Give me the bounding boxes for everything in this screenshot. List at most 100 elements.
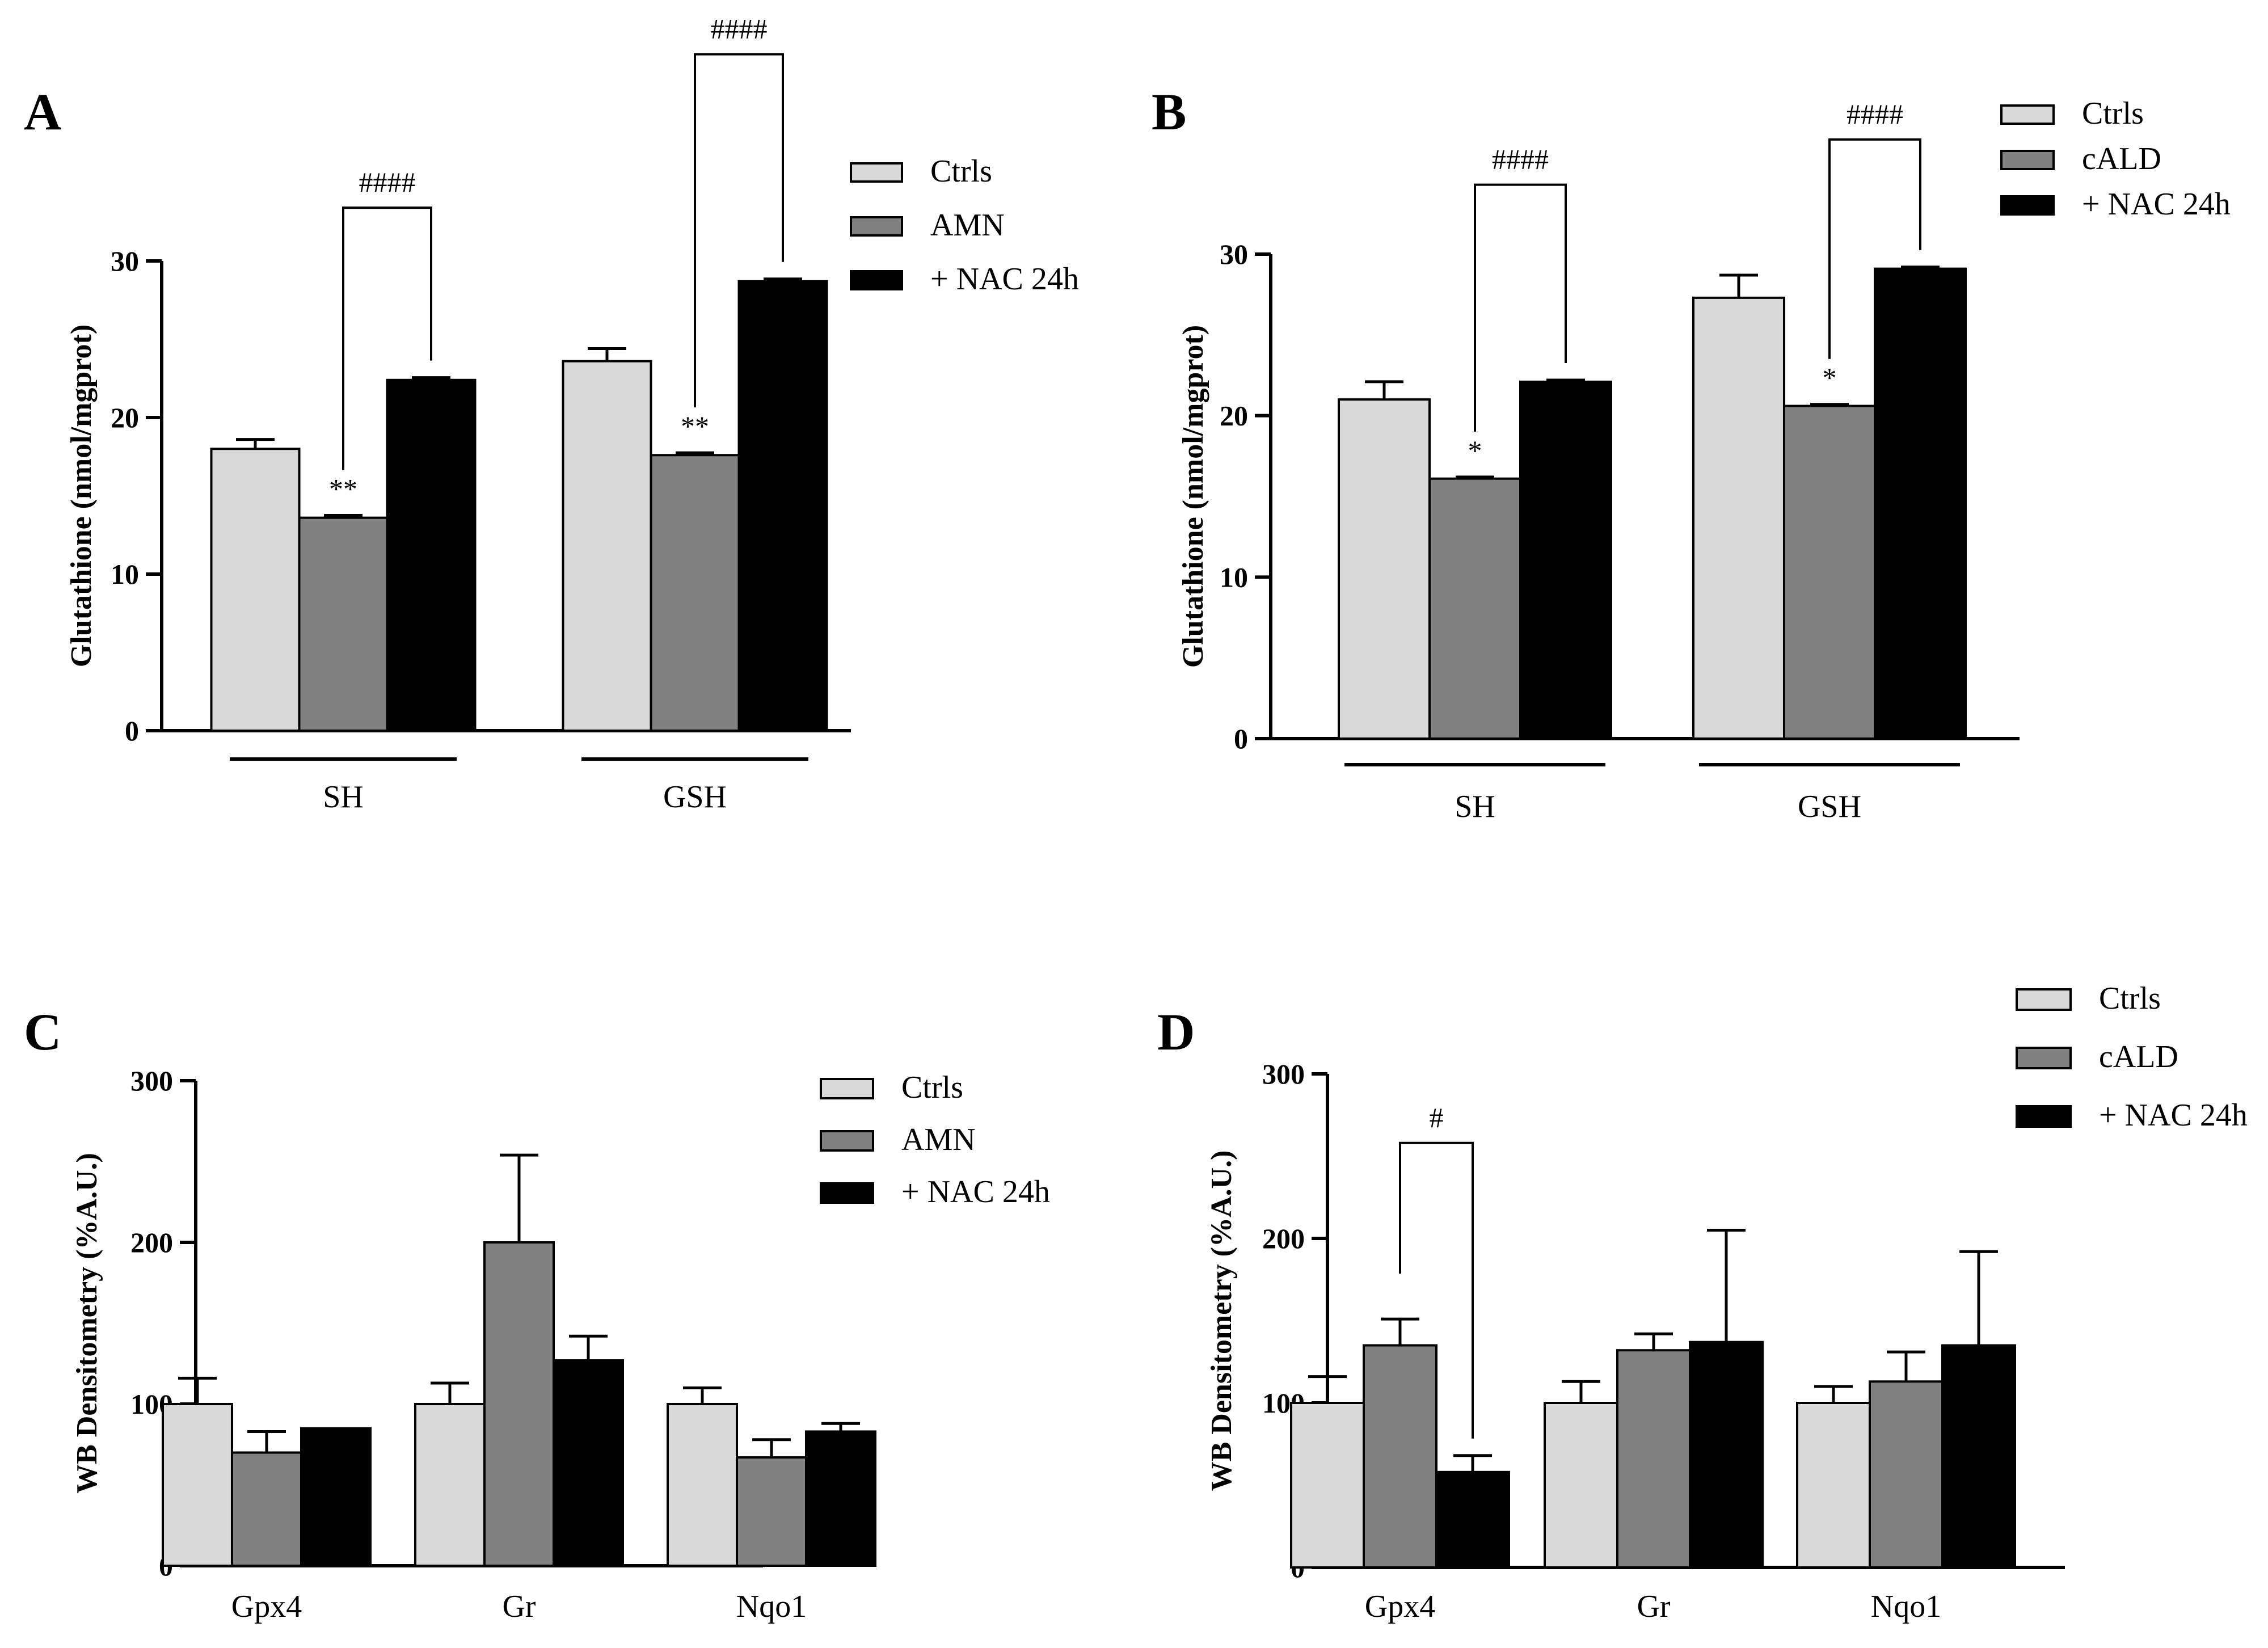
bar--nac-24h — [553, 1359, 624, 1567]
bar-ctrls — [414, 1403, 486, 1567]
legend-swatch — [2000, 195, 2055, 216]
bar--nac-24h — [1874, 267, 1967, 740]
significance-bracket — [342, 206, 432, 470]
x-category-label: Nqo1 — [1871, 1589, 1941, 1624]
x-category-label: Gpx4 — [1365, 1589, 1435, 1624]
significance-bracket — [1399, 1141, 1474, 1439]
bracket-label: #### — [359, 166, 416, 198]
panel-letter: C — [24, 1003, 61, 1061]
legend-swatch — [2000, 150, 2055, 170]
x-category-label: SH — [1455, 789, 1495, 824]
x-category-label: Nqo1 — [736, 1589, 807, 1624]
legend-swatch — [850, 162, 903, 183]
legend-label: + NAC 24h — [930, 262, 1079, 297]
bar-ctrls — [210, 448, 301, 732]
y-tick-label: 0 — [125, 715, 139, 747]
panel-letter: B — [1152, 83, 1186, 141]
y-tick-label: 300 — [1262, 1058, 1305, 1090]
y-tick-label: 10 — [111, 558, 139, 590]
y-axis-title: Glutathione (nmol/mgprot) — [1177, 325, 1209, 668]
legend-swatch — [850, 216, 903, 237]
legend-label: cALD — [2099, 1039, 2178, 1074]
bar--nac-24h — [737, 280, 828, 732]
legend-label: + NAC 24h — [901, 1174, 1050, 1209]
bar-ctrls — [1338, 398, 1431, 740]
legend-swatch — [2016, 1047, 2072, 1069]
bar-ctrls — [1290, 1402, 1365, 1569]
panel-letter: A — [24, 83, 61, 141]
bar-ctrls — [667, 1403, 738, 1567]
legend-swatch — [2016, 988, 2072, 1011]
bracket-label: #### — [711, 13, 768, 45]
bar-cald — [1363, 1344, 1437, 1569]
bar--nac-24h — [805, 1430, 876, 1567]
significance-star: ** — [329, 473, 357, 505]
panel-letter: D — [1157, 1003, 1195, 1061]
bar-ctrls — [1796, 1402, 1871, 1569]
bar-amn — [483, 1241, 555, 1567]
significance-bracket — [1474, 183, 1567, 432]
legend-label: Ctrls — [930, 154, 992, 189]
panel-A: A Glutathione (nmol/mgprot) 0 10 20 30 SH GSH **… — [24, 13, 1079, 815]
bar-ctrls — [1544, 1402, 1618, 1569]
x-category-label: Gr — [1637, 1589, 1670, 1624]
bar-cald — [1616, 1349, 1691, 1569]
y-axis-title: WB Densitometry (%A.U.) — [71, 1153, 103, 1494]
legend-swatch — [850, 270, 903, 290]
legend-label: AMN — [901, 1122, 976, 1157]
legend-label: + NAC 24h — [2099, 1098, 2248, 1133]
legend-label: Ctrls — [2099, 981, 2161, 1016]
significance-bracket — [1828, 138, 1921, 359]
y-tick-label: 200 — [1262, 1223, 1305, 1254]
x-category-label: Gpx4 — [231, 1589, 302, 1624]
y-tick-label: 10 — [1220, 561, 1248, 593]
bar--nac-24h — [1519, 380, 1612, 740]
x-category-label: SH — [323, 779, 364, 815]
x-category-label: Gr — [502, 1589, 536, 1624]
bar-amn — [736, 1456, 807, 1567]
bar-ctrls — [1692, 296, 1785, 740]
y-tick-label: 20 — [111, 402, 139, 433]
bar-cald — [1428, 477, 1521, 740]
y-tick-label: 30 — [111, 245, 139, 277]
bar-cald — [1783, 404, 1876, 740]
significance-star: * — [1468, 435, 1482, 466]
bar--nac-24h — [386, 378, 477, 732]
y-tick-label: 0 — [1234, 723, 1248, 755]
bar-ctrls — [562, 360, 652, 732]
legend-swatch — [820, 1182, 874, 1204]
legend-label: cALD — [2082, 141, 2161, 176]
legend-label: + NAC 24h — [2082, 187, 2231, 222]
bar-ctrls — [162, 1403, 233, 1567]
bar-amn — [231, 1451, 302, 1567]
bar--nac-24h — [1689, 1341, 1764, 1569]
bar--nac-24h — [300, 1427, 372, 1567]
significance-star: * — [1823, 362, 1837, 394]
legend-swatch — [2016, 1105, 2072, 1128]
legend-label: AMN — [930, 208, 1005, 243]
legend-label: Ctrls — [2082, 96, 2144, 131]
legend-swatch — [820, 1130, 874, 1152]
bar-amn — [650, 454, 740, 732]
bracket-label: # — [1430, 1102, 1444, 1133]
panel-C: CWB Densitometry (%A.U.)0100200300Gpx4Gr… — [24, 1003, 1050, 1624]
y-tick-label: 200 — [130, 1226, 173, 1258]
bracket-label: #### — [1847, 98, 1903, 130]
x-category-label: GSH — [1798, 789, 1861, 824]
legend-swatch — [820, 1078, 874, 1099]
legend-label: Ctrls — [901, 1070, 963, 1105]
y-tick-label: 300 — [130, 1065, 173, 1097]
panel-B: B Glutathione (nmol/mgprot) 0 10 20 30 SH GSH * *… — [1152, 83, 2231, 824]
bar--nac-24h — [1435, 1470, 1510, 1569]
y-tick-label: 30 — [1220, 238, 1248, 270]
y-tick-label: 20 — [1220, 400, 1248, 432]
panel-D: DWB Densitometry (%A.U.)0100200300Gpx4Gr… — [1157, 981, 2248, 1624]
significance-bracket — [694, 53, 784, 408]
y-axis-title: WB Densitometry (%A.U.) — [1205, 1150, 1238, 1491]
bar-cald — [1869, 1380, 1944, 1569]
bar--nac-24h — [1941, 1344, 2016, 1569]
legend-swatch — [2000, 104, 2055, 125]
y-axis-title: Glutathione (nmol/mgprot) — [65, 324, 98, 667]
significance-star: ** — [681, 410, 709, 442]
